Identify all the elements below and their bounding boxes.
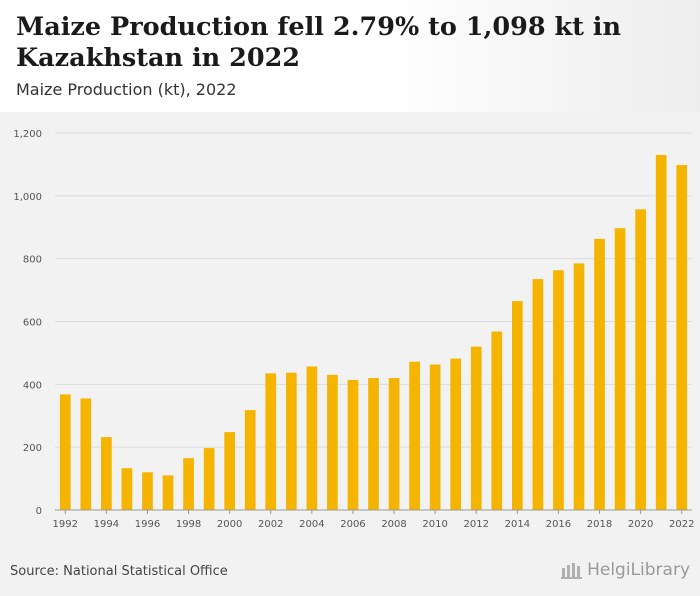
x-tick-label: 2006 [340,519,365,530]
x-tick-label: 2020 [628,519,653,530]
x-tick-label: 2018 [587,519,612,530]
bar-2005 [327,374,338,510]
bar-2004 [306,366,318,510]
x-tick-label: 2002 [258,519,283,530]
bar-2009 [409,361,420,510]
bar-2012 [470,346,482,510]
brand-logo: HelgiLibrary [561,560,690,580]
library-icon [561,563,583,579]
chart-subtitle: Maize Production (kt), 2022 [16,80,237,99]
y-tick-label: 200 [23,443,42,454]
bar-2001 [244,410,256,510]
bar-1997 [162,475,174,510]
bar-1992 [59,394,71,510]
bar-2002 [265,373,277,510]
bar-2018 [594,238,605,510]
x-tick-label: 2008 [381,519,406,530]
x-tick-label: 2016 [546,519,571,530]
bar-1995 [121,468,133,510]
bar-1999 [203,448,215,510]
x-tick-label: 2010 [422,519,447,530]
source-note: Source: National Statistical Office [10,564,228,579]
bar-1996 [142,472,153,510]
bar-1998 [183,458,194,510]
y-tick-label: 0 [36,506,42,517]
bar-2019 [614,228,626,510]
footer: Source: National Statistical Office Helg… [0,540,700,596]
y-tick-label: 1,200 [13,129,42,140]
y-tick-label: 400 [23,380,42,391]
x-tick-label: 2004 [299,519,324,530]
chart-title: Maize Production fell 2.79% to 1,098 kt … [16,12,622,73]
bar-2020 [635,209,646,510]
bar-2006 [347,379,359,510]
x-tick-label: 1994 [94,519,119,530]
bar-2007 [368,378,379,510]
bar-1993 [80,398,92,510]
y-tick-label: 800 [23,255,42,266]
x-tick-label: 2014 [505,519,530,530]
bar-2014 [511,301,523,510]
bar-2013 [491,331,503,510]
bar-2000 [224,432,236,510]
x-tick-label: 1998 [176,519,201,530]
bar-chart: 0 200 400 600 800 1,000 1,200 1992 1994 1996 1998 2… [13,129,694,530]
bar-2021 [655,154,667,510]
bar-1994 [101,437,112,510]
x-tick-label: 1992 [53,519,78,530]
y-tick-label: 600 [23,318,42,329]
x-tick-label: 2000 [217,519,242,530]
x-tick-label: 2022 [669,519,694,530]
header: Maize Production fell 2.79% to 1,098 kt … [0,0,700,112]
bar-2003 [285,372,297,510]
bar-2022 [676,165,688,511]
bar-2015 [532,279,544,510]
bar-2011 [450,358,462,510]
bar-2016 [553,270,564,510]
bar-2010 [429,364,441,510]
y-tick-label: 1,000 [13,192,42,203]
bar-2008 [388,378,400,510]
x-tick-label: 2012 [464,519,489,530]
brand-name: HelgiLibrary [587,560,690,580]
bar-2017 [573,263,585,510]
x-tick-label: 1996 [135,519,160,530]
